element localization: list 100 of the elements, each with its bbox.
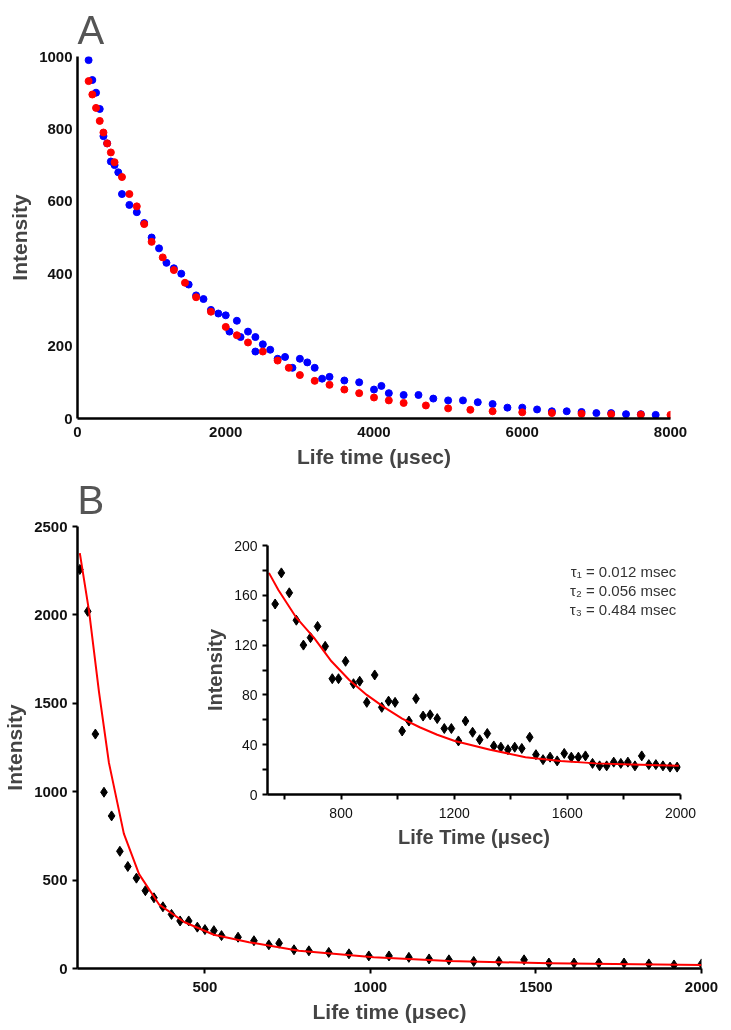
chart-title: B <box>77 477 105 522</box>
point <box>299 639 308 651</box>
chart-title: A <box>77 7 105 52</box>
point <box>313 620 322 632</box>
point <box>321 640 330 652</box>
y-tick-label: 40 <box>241 736 258 753</box>
y-tick-label: 2000 <box>34 605 68 623</box>
y-axis-title: Intensity <box>8 194 32 281</box>
x-tick-label: 1000 <box>353 977 388 995</box>
point <box>285 587 294 599</box>
point <box>123 860 132 872</box>
point <box>328 673 337 685</box>
y-tick-label: 80 <box>241 686 258 703</box>
x-tick-label: 6000 <box>505 422 539 440</box>
annotation: τ₃ = 0.484 msec <box>569 600 677 618</box>
point <box>421 401 430 410</box>
point <box>560 747 569 759</box>
point <box>91 728 100 740</box>
point <box>488 407 497 416</box>
point <box>444 404 453 413</box>
y-tick-label: 1000 <box>39 47 73 65</box>
annotation: τ₁ = 0.012 msec <box>570 563 677 581</box>
point <box>440 723 449 735</box>
point <box>384 396 393 405</box>
point <box>340 385 349 394</box>
point <box>95 116 104 125</box>
point <box>141 885 150 897</box>
point <box>466 405 475 414</box>
point <box>158 253 167 262</box>
point <box>525 731 534 743</box>
point <box>475 734 484 746</box>
y-tick-label: 2500 <box>34 517 68 535</box>
annotation: τ₂ = 0.056 msec <box>569 582 677 600</box>
y-tick-label: 500 <box>42 871 68 889</box>
point <box>433 713 442 725</box>
x-tick-label: 2000 <box>209 422 243 440</box>
y-tick-label: 1000 <box>34 782 68 800</box>
point <box>84 77 93 86</box>
x-tick-label: 8000 <box>653 422 688 440</box>
x-tick-label: 2000 <box>664 804 697 821</box>
point <box>310 376 319 385</box>
point <box>447 723 456 735</box>
point <box>284 363 293 372</box>
point <box>370 393 378 402</box>
x-tick-label: 500 <box>192 977 218 995</box>
point <box>341 655 350 667</box>
y-axis-title: Intensity <box>204 628 227 712</box>
y-tick-label: 0 <box>59 959 68 977</box>
point <box>581 750 590 762</box>
point <box>483 727 492 739</box>
point <box>370 669 379 681</box>
x-tick-label: 1600 <box>551 804 584 821</box>
y-tick-label: 0 <box>249 786 258 803</box>
x-tick-label: 4000 <box>357 422 391 440</box>
point <box>221 322 230 331</box>
x-tick-label: 1200 <box>438 804 470 821</box>
point <box>132 202 141 211</box>
point <box>399 398 408 407</box>
point <box>88 90 97 99</box>
x-axis-title: Life time (μsec) <box>312 999 467 1023</box>
y-tick-label: 400 <box>47 264 73 282</box>
point <box>107 810 116 822</box>
x-axis-title: Life Time (μsec) <box>398 825 550 848</box>
point <box>574 751 583 763</box>
point <box>355 675 364 687</box>
point <box>517 742 526 754</box>
y-tick-label: 120 <box>234 637 258 654</box>
point <box>355 389 364 398</box>
point <box>99 128 108 137</box>
point <box>106 148 115 157</box>
y-tick-label: 200 <box>234 537 258 554</box>
x-tick-label: 2000 <box>684 977 719 995</box>
point <box>384 695 393 707</box>
point <box>461 715 470 727</box>
point <box>362 696 371 708</box>
y-tick-label: 600 <box>47 192 73 210</box>
point <box>232 331 241 340</box>
point <box>567 751 576 763</box>
point <box>334 673 343 685</box>
y-tick-label: 0 <box>64 409 73 427</box>
point <box>468 726 477 738</box>
point <box>132 872 141 884</box>
y-tick-label: 200 <box>47 337 73 355</box>
y-tick-label: 1500 <box>34 694 68 712</box>
x-tick-label: 800 <box>329 804 353 821</box>
point <box>125 190 134 199</box>
point <box>180 278 189 287</box>
point <box>518 408 527 417</box>
point <box>243 338 252 347</box>
point <box>510 741 519 753</box>
y-tick-label: 160 <box>234 587 258 604</box>
point <box>637 750 646 762</box>
point <box>295 371 304 380</box>
point <box>277 567 286 579</box>
point <box>147 237 156 246</box>
x-tick-label: 1500 <box>519 977 553 995</box>
point <box>258 347 267 356</box>
point <box>117 173 126 182</box>
y-tick-label: 800 <box>47 119 73 137</box>
point <box>325 380 334 389</box>
